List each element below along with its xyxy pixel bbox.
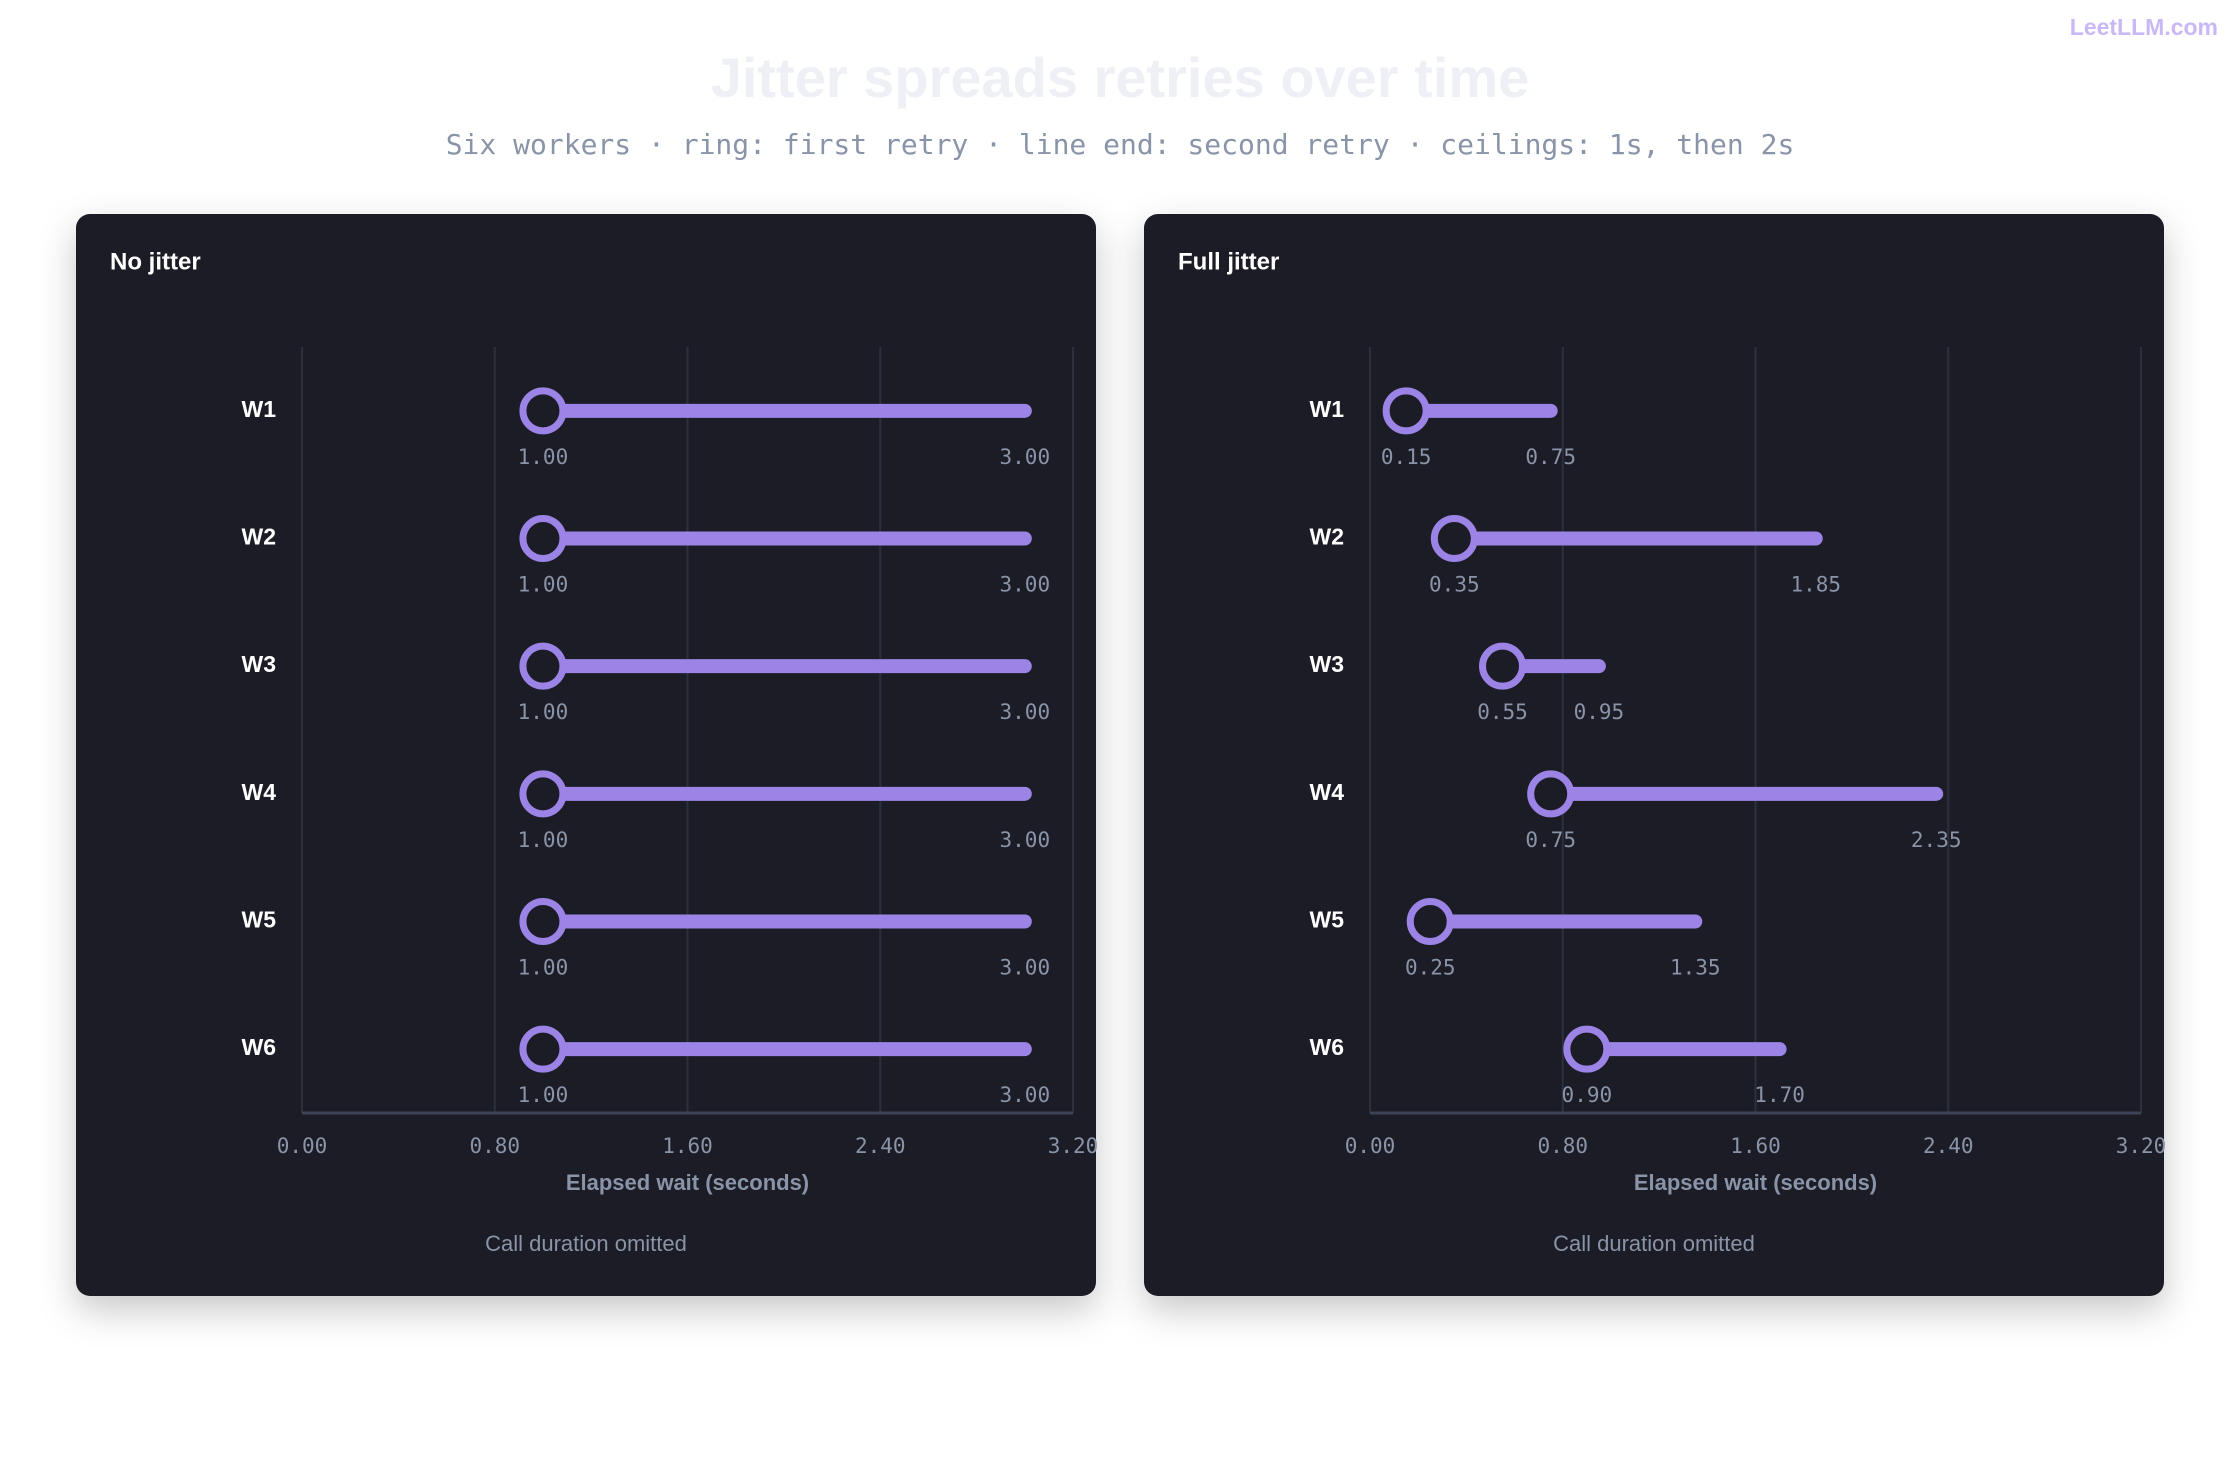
second-retry-label: 1.85 — [1790, 573, 1841, 597]
second-retry-label: 1.70 — [1754, 1083, 1805, 1107]
x-axis-label: Elapsed wait (seconds) — [566, 1170, 809, 1195]
first-retry-ring — [519, 515, 567, 562]
row-label: W5 — [1310, 907, 1345, 933]
first-retry-ring — [1527, 770, 1575, 818]
second-retry-label: 3.00 — [1000, 1083, 1051, 1107]
first-retry-label: 0.75 — [1525, 828, 1576, 852]
panel-background — [1144, 214, 2164, 1296]
x-tick-label: 0.80 — [1537, 1134, 1588, 1158]
row-label: W1 — [1310, 396, 1345, 422]
panel-background — [76, 214, 1096, 1296]
x-tick-label: 0.80 — [469, 1134, 520, 1158]
first-retry-ring — [519, 898, 567, 945]
x-tick-label: 2.40 — [1923, 1134, 1974, 1158]
first-retry-label: 1.00 — [518, 700, 569, 724]
chart-panel: No jitter Call duration omitted 0.00 0.80 1.… — [76, 214, 1098, 1296]
first-retry-ring — [519, 642, 567, 690]
second-retry-label: 1.35 — [1670, 956, 1721, 980]
first-retry-label: 0.90 — [1562, 1083, 1613, 1107]
first-retry-label: 1.00 — [518, 573, 569, 597]
x-tick-label: 0.00 — [277, 1134, 328, 1158]
row-label: W5 — [242, 907, 277, 933]
row-label: W3 — [1310, 651, 1345, 677]
x-axis-label: Elapsed wait (seconds) — [1634, 1170, 1877, 1195]
first-retry-label: 0.35 — [1429, 573, 1480, 597]
first-retry-label: 1.00 — [518, 956, 569, 980]
first-retry-label: 1.00 — [518, 1083, 569, 1107]
second-retry-label: 3.00 — [1000, 700, 1051, 724]
row-label: W3 — [242, 651, 277, 677]
x-tick-label: 3.20 — [2116, 1134, 2167, 1158]
first-retry-ring — [519, 387, 567, 435]
second-retry-label: 0.95 — [1574, 700, 1625, 724]
second-retry-label: 3.00 — [1000, 573, 1051, 597]
first-retry-ring — [1563, 1025, 1611, 1073]
first-retry-label: 0.55 — [1477, 700, 1528, 724]
row-label: W1 — [242, 396, 277, 422]
row-label: W4 — [242, 779, 277, 805]
x-tick-label: 0.00 — [1345, 1134, 1396, 1158]
first-retry-ring — [1382, 387, 1430, 435]
x-tick-label: 1.60 — [662, 1134, 713, 1158]
row-label: W6 — [242, 1034, 277, 1060]
second-retry-label: 0.75 — [1525, 445, 1576, 469]
panel-title: No jitter — [110, 248, 201, 275]
first-retry-label: 1.00 — [518, 828, 569, 852]
first-retry-ring — [519, 1025, 567, 1073]
row-label: W2 — [1310, 524, 1345, 550]
row-label: W2 — [242, 524, 277, 550]
panel-note: Call duration omitted — [1553, 1231, 1755, 1256]
second-retry-label: 3.00 — [1000, 956, 1051, 980]
x-tick-label: 2.40 — [855, 1134, 906, 1158]
first-retry-ring — [1479, 642, 1527, 690]
watermark: LeetLLM.com — [2070, 14, 2218, 40]
second-retry-label: 3.00 — [1000, 445, 1051, 469]
panel-note: Call duration omitted — [485, 1231, 687, 1256]
first-retry-ring — [1430, 515, 1478, 562]
first-retry-ring — [519, 770, 567, 818]
second-retry-label: 3.00 — [1000, 828, 1051, 852]
panel-title: Full jitter — [1178, 248, 1279, 275]
second-retry-label: 2.35 — [1911, 828, 1962, 852]
row-label: W6 — [1310, 1034, 1345, 1060]
first-retry-label: 1.00 — [518, 445, 569, 469]
first-retry-label: 0.25 — [1405, 956, 1456, 980]
page-subtitle: Six workers · ring: first retry · line e… — [446, 128, 1795, 161]
row-label: W4 — [1310, 779, 1345, 805]
first-retry-label: 0.15 — [1381, 445, 1432, 469]
chart-panel: Full jitter Call duration omitted 0.00 0.80… — [1144, 214, 2166, 1296]
x-tick-label: 3.20 — [1048, 1134, 1099, 1158]
first-retry-ring — [1406, 898, 1454, 945]
x-tick-label: 1.60 — [1730, 1134, 1781, 1158]
page-title: Jitter spreads retries over time — [711, 46, 1530, 109]
